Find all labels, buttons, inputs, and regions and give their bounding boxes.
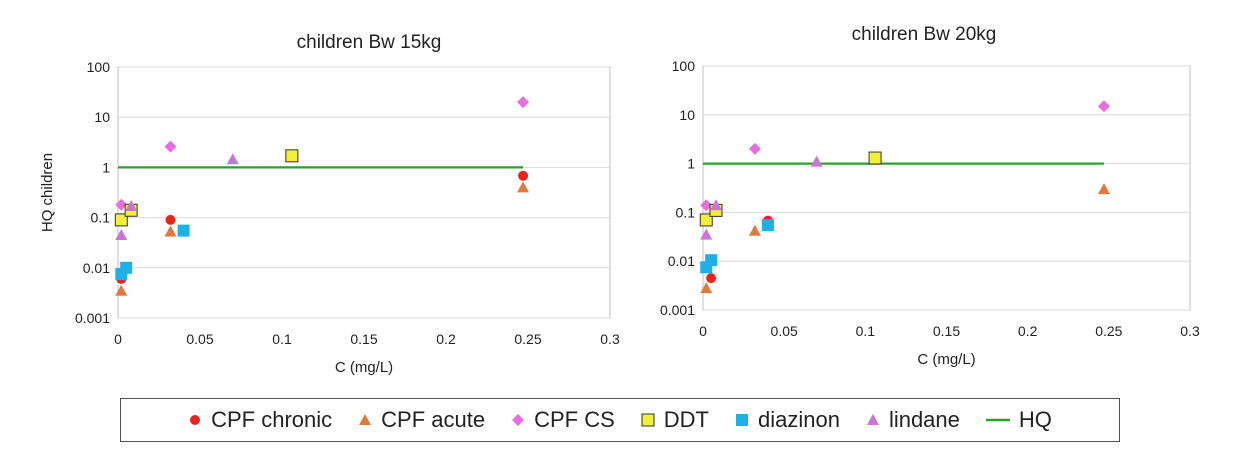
legend-label: HQ — [1018, 407, 1052, 432]
legend: CPF chronic CPF acute CPF CS DDT diazinon lin… — [120, 398, 1120, 442]
legend-marker-ddt — [641, 413, 655, 427]
x-tick-label: 0.2 — [1018, 323, 1038, 339]
x-tick-label: 0.15 — [350, 331, 377, 347]
y-tick-label: 0.01 — [668, 253, 695, 269]
x-tick-label: 0.2 — [436, 331, 456, 347]
x-tick-label: 0.3 — [1180, 323, 1200, 339]
point-lindane — [810, 155, 823, 167]
point-cpf-chronic — [165, 214, 176, 225]
legend-item-cpf-acute: CPF acute — [358, 407, 485, 433]
chart-2: 0.001 0.01 0.1 1 10 100 0 0.05 0.1 0.15 0.2 0.25 0.3… — [660, 24, 1200, 368]
y-tick-label: 1 — [102, 159, 110, 175]
x-tick-label: 0.25 — [514, 331, 541, 347]
legend-marker-cpf-cs — [512, 414, 525, 426]
point-cpf-acute — [517, 181, 530, 193]
y-tick-label: 1 — [687, 156, 695, 172]
legend-item-ddt: DDT — [641, 407, 709, 433]
legend-marker-cpf-acute — [359, 414, 372, 425]
point-cpf-acute — [115, 284, 128, 296]
point-cpf-acute — [164, 225, 177, 237]
point-lindane — [125, 200, 138, 212]
legend-label: CPF chronic — [211, 407, 333, 432]
legend-item-cpf-cs: CPF CS — [511, 407, 615, 433]
x-tick-label: 0 — [114, 331, 122, 347]
legend-marker-lindane — [866, 414, 879, 425]
legend-item-cpf-chronic: CPF chronic — [188, 407, 332, 433]
plot-area — [117, 66, 611, 319]
y-tick-label: 0.1 — [91, 210, 111, 226]
point-cpf-acute — [748, 224, 761, 236]
x-tick-label: 0.15 — [933, 323, 960, 339]
y-tick-label: 10 — [679, 107, 695, 123]
point-diazinon — [705, 254, 718, 267]
y-tick-label: 100 — [87, 59, 111, 75]
legend-label: CPF acute — [381, 407, 486, 432]
point-cpf-chronic — [518, 170, 529, 181]
chart-title: children Bw 20kg — [852, 24, 997, 45]
point-ddt — [868, 151, 882, 165]
plot-area — [702, 65, 1191, 311]
point-cpf-cs — [1097, 100, 1110, 113]
point-ddt — [699, 213, 713, 227]
point-lindane — [709, 199, 722, 211]
y-tick-label: 0.001 — [660, 302, 695, 318]
x-tick-label: 0 — [699, 323, 707, 339]
legend-item-hq: HQ — [985, 407, 1052, 433]
point-diazinon — [177, 224, 190, 237]
legend-label: lindane — [888, 407, 960, 432]
y-tick-label: 100 — [672, 58, 696, 74]
point-cpf-cs — [164, 140, 177, 153]
point-diazinon — [761, 219, 774, 232]
legend-item-lindane: lindane — [866, 407, 960, 433]
legend-marker-hq — [985, 418, 1010, 422]
point-cpf-acute — [1097, 183, 1110, 195]
point-cpf-cs — [115, 198, 128, 211]
point-lindane — [115, 229, 128, 241]
x-tick-label: 0.3 — [600, 331, 620, 347]
x-tick-label: 0.25 — [1095, 323, 1122, 339]
point-ddt — [114, 213, 128, 227]
legend-marker-diazinon — [735, 414, 748, 426]
point-lindane — [700, 228, 713, 240]
y-tick-label: 0.1 — [676, 204, 696, 220]
x-axis-label: C (mg/L) — [917, 351, 975, 368]
point-cpf-cs — [748, 142, 761, 155]
y-tick-label: 10 — [94, 109, 110, 125]
x-axis-label: C (mg/L) — [335, 359, 393, 376]
x-tick-label: 0.05 — [771, 323, 798, 339]
y-tick-label: 0.01 — [83, 260, 110, 276]
legend-label: DDT — [663, 407, 709, 432]
point-lindane — [226, 153, 239, 165]
legend-marker-cpf-chronic — [190, 415, 201, 425]
point-cpf-chronic — [706, 273, 717, 284]
point-diazinon — [120, 261, 133, 274]
x-tick-label: 0.1 — [272, 331, 292, 347]
legend-label: diazinon — [757, 407, 840, 432]
legend-label: CPF CS — [534, 407, 615, 432]
x-tick-label: 0.1 — [856, 323, 876, 339]
chart-title: children Bw 15kg — [297, 32, 442, 53]
y-tick-label: 0.001 — [75, 310, 110, 326]
point-ddt — [285, 149, 299, 163]
legend-item-diazinon: diazinon — [735, 407, 840, 433]
point-cpf-acute — [700, 282, 713, 294]
x-tick-label: 0.05 — [186, 331, 213, 347]
chart-1: 0.001 0.01 0.1 1 10 100 0 0.05 0.1 0.15 0.2 0.25 0.3… — [39, 32, 620, 376]
point-cpf-cs — [700, 199, 713, 212]
y-axis-label: HQ children — [39, 153, 56, 232]
point-cpf-cs — [517, 96, 530, 109]
